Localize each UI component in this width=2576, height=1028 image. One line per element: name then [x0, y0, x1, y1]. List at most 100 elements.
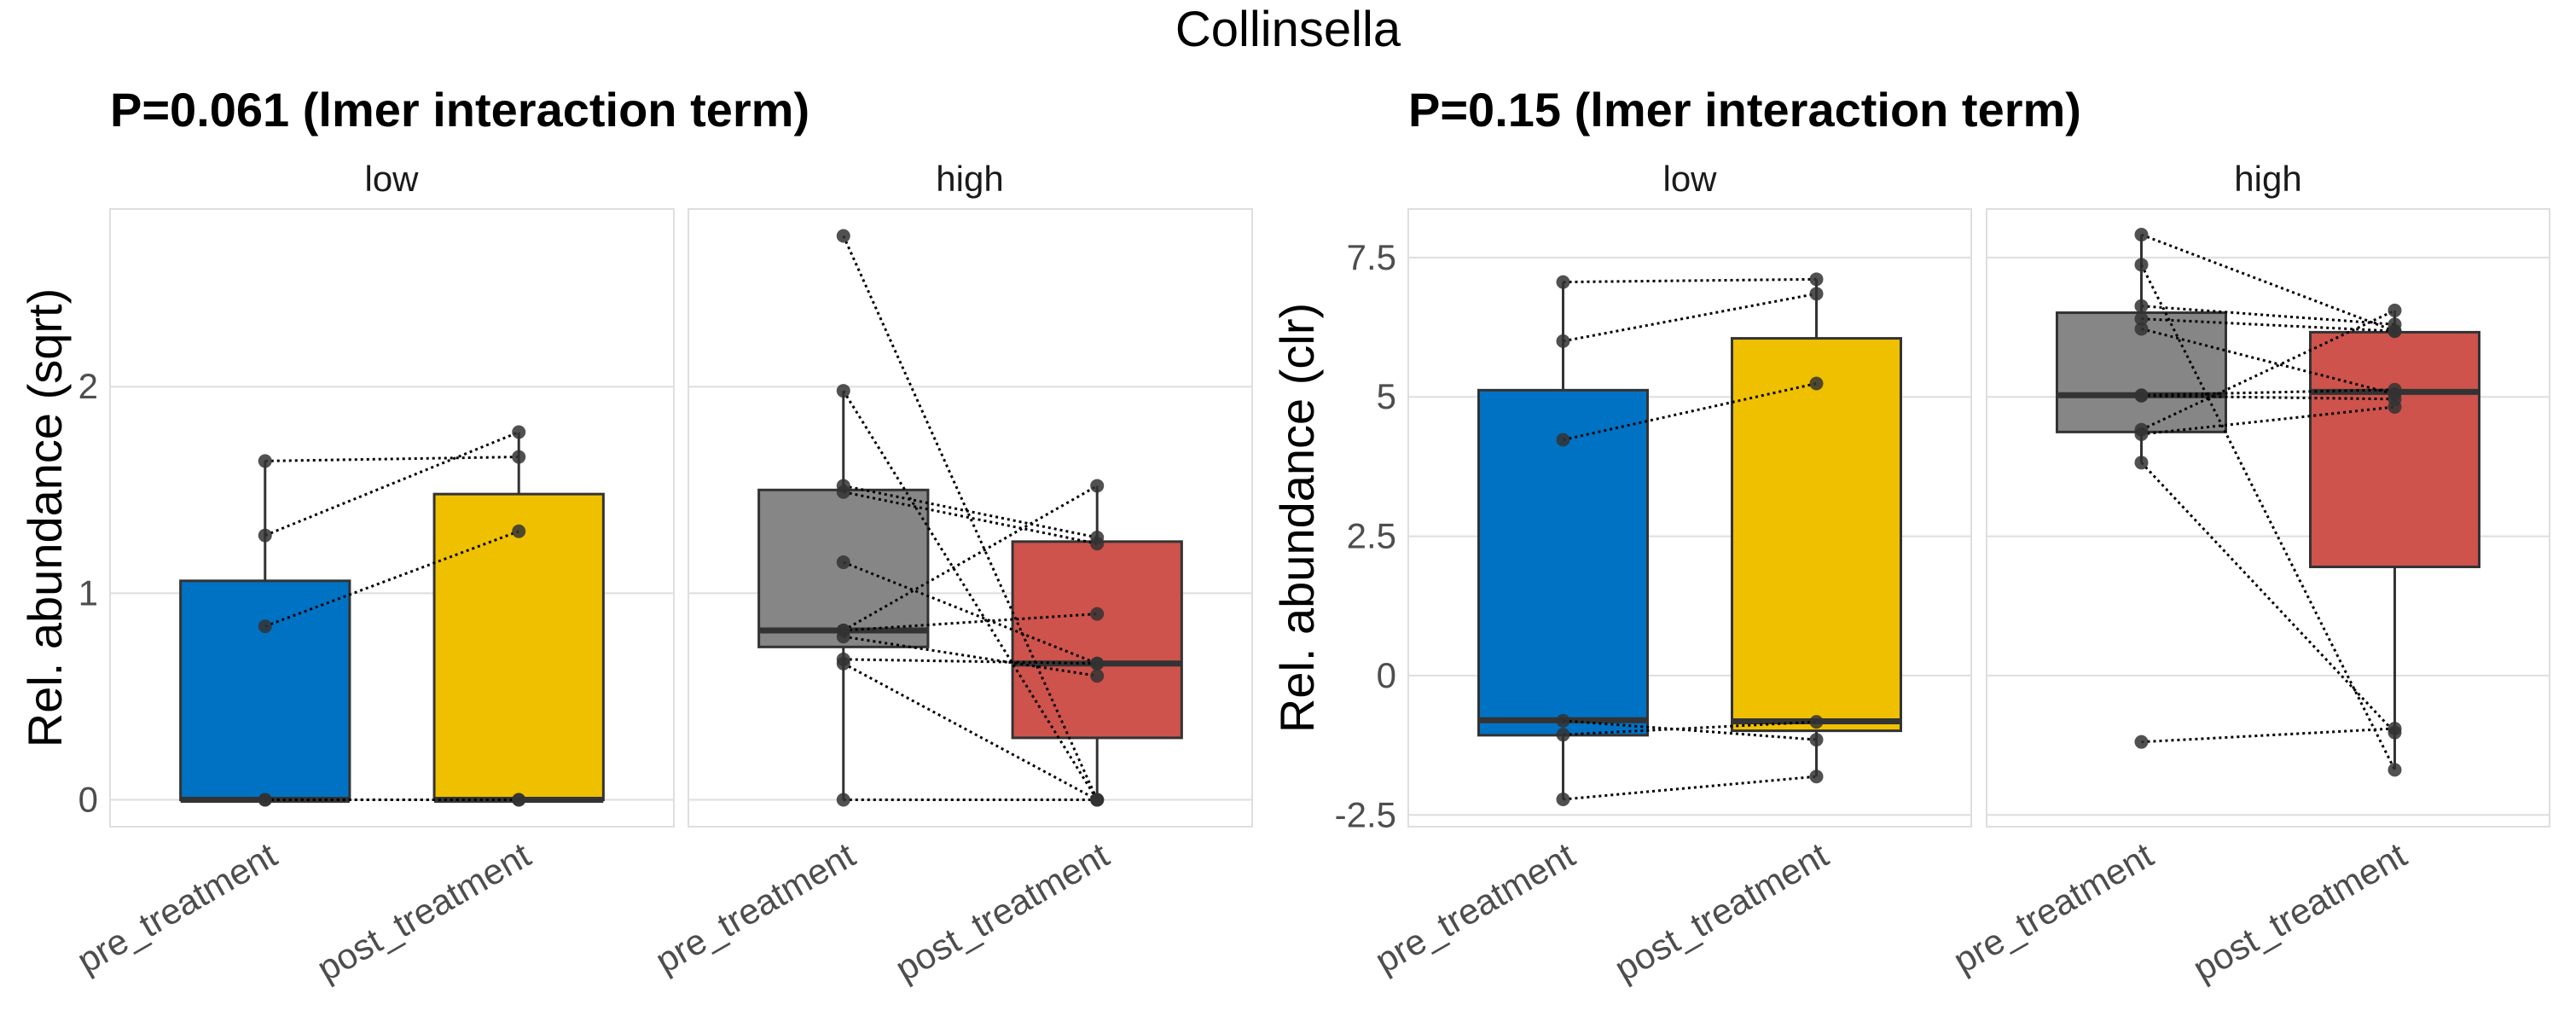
y-tick-labels: 0 1 2 — [78, 366, 98, 819]
data-point-post — [512, 425, 526, 439]
data-point-pre — [1556, 433, 1570, 447]
pair-line — [843, 485, 1098, 632]
box-post_treatment — [1731, 337, 1902, 733]
data-point-post — [1809, 287, 1824, 301]
data-point-pre — [2134, 299, 2149, 313]
data-point-pre — [836, 656, 850, 671]
y-tick-label: -2.5 — [1335, 794, 1396, 834]
facet-low: low pre_treatment post_treatment — [70, 159, 675, 989]
data-point-pre — [1556, 713, 1570, 728]
data-point-pre — [836, 229, 850, 243]
data-point-post — [1090, 669, 1105, 683]
x-tick-label: post_treatment — [889, 834, 1116, 989]
pair-line — [1563, 719, 1817, 741]
pair-line — [842, 235, 1099, 801]
data-point-pre — [2134, 735, 2149, 749]
box-pre_treatment — [179, 579, 351, 802]
data-point-post — [512, 793, 526, 807]
facet-label: low — [364, 159, 419, 199]
data-point-pre — [836, 485, 850, 499]
box-post_treatment — [2309, 330, 2480, 569]
data-point-pre — [1556, 792, 1570, 806]
x-tick-label: pre_treatment — [1368, 834, 1581, 981]
data-point-post — [1090, 537, 1105, 551]
y-tick-label: 2.5 — [1347, 516, 1396, 556]
data-point-post — [512, 524, 526, 538]
pair-line — [2141, 405, 2395, 436]
box-post_treatment — [1011, 540, 1183, 740]
data-point-pre — [1556, 334, 1570, 348]
y-tick-label: 7.5 — [1347, 237, 1396, 277]
pair-line — [2141, 305, 2395, 326]
data-point-post — [1809, 272, 1824, 287]
data-point-pre — [836, 555, 850, 570]
data-point-post — [1090, 607, 1105, 621]
facet-low: low pre_treatment post_treatment — [1368, 159, 1972, 989]
x-tick-label: pre_treatment — [1947, 834, 2160, 981]
y-tick-label: 2 — [78, 366, 98, 406]
pair-line — [2141, 727, 2395, 744]
panel-subtitle: P=0.15 (lmer interaction term) — [1408, 83, 2081, 136]
pair-line — [2141, 388, 2395, 397]
data-point-pre — [258, 793, 272, 807]
y-tick-labels: -2.5 0 2.5 5 7.5 — [1335, 237, 1396, 834]
data-point-post — [512, 450, 526, 464]
pair-line — [264, 456, 519, 462]
data-point-pre — [258, 454, 272, 468]
pair-line — [1563, 720, 1817, 736]
pair-line — [843, 635, 1098, 677]
data-point-pre — [258, 528, 272, 543]
y-axis-label: Rel. abundance (sqrt) — [18, 288, 72, 748]
pair-line — [843, 491, 1098, 545]
facet-label: low — [1662, 159, 1717, 199]
data-point-post — [1809, 770, 1824, 784]
data-point-pre — [1556, 728, 1570, 742]
data-point-pre — [1556, 275, 1570, 289]
box-pre_treatment — [1477, 388, 1649, 737]
pair-line — [2140, 309, 2396, 432]
y-tick-label: 0 — [78, 780, 98, 820]
pair-line — [842, 390, 1099, 801]
data-point-pre — [836, 793, 850, 807]
facet-border — [109, 208, 675, 828]
data-point-post — [1809, 733, 1824, 747]
data-point-post — [2387, 399, 2402, 414]
facet-border — [688, 208, 1253, 828]
chart-title: Collinsella — [1175, 2, 1401, 57]
pair-line — [264, 431, 519, 537]
x-tick-label: post_treatment — [2186, 834, 2413, 989]
data-point-pre — [836, 384, 850, 398]
data-point-pre — [2134, 228, 2149, 242]
data-point-post — [1090, 656, 1105, 671]
data-point-pre — [2134, 427, 2149, 441]
pair-line — [2140, 462, 2396, 734]
x-tick-label: post_treatment — [1608, 834, 1835, 989]
data-point-post — [1809, 376, 1824, 391]
data-point-post — [1090, 793, 1105, 807]
data-point-pre — [2134, 258, 2149, 272]
data-point-post — [2387, 303, 2402, 317]
y-axis-label: Rel. abundance (clr) — [1270, 303, 1324, 733]
data-point-post — [1090, 479, 1105, 493]
facet-label: high — [2234, 159, 2301, 199]
facet-high: high pre_treatment post_treatment — [648, 159, 1253, 989]
data-point-post — [1809, 715, 1824, 729]
y-tick-label: 0 — [1377, 655, 1396, 695]
facet-high: high pre_treatment post_treatment — [1947, 159, 2550, 989]
pair-line — [1563, 277, 1817, 284]
pair-line — [843, 662, 1098, 801]
pair-line — [843, 613, 1098, 632]
panel-subtitle: P=0.061 (lmer interaction term) — [110, 83, 809, 136]
facet-border — [1407, 208, 1972, 828]
facet-border — [1986, 208, 2550, 828]
pair-line — [2140, 264, 2396, 771]
box-post_treatment — [432, 492, 605, 802]
y-tick-label: 1 — [78, 572, 98, 613]
x-tick-label: pre_treatment — [648, 834, 862, 981]
pair-line — [1563, 382, 1817, 441]
data-point-post — [2387, 721, 2402, 735]
data-point-post — [2387, 763, 2402, 777]
data-point-pre — [2134, 388, 2149, 403]
data-point-post — [2387, 382, 2402, 397]
